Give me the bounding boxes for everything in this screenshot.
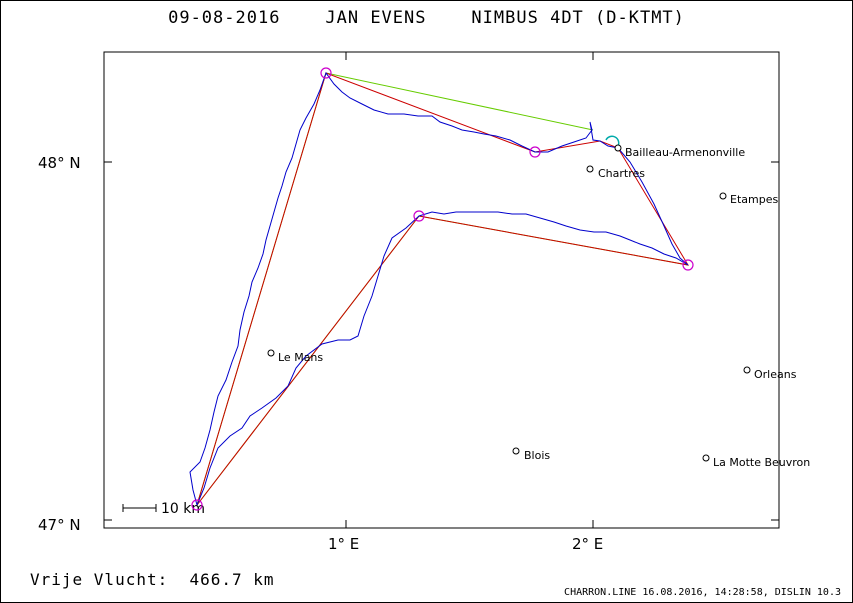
city-label-orleans: Orleans bbox=[754, 368, 797, 381]
x-tick-label-2e: 2° E bbox=[572, 535, 603, 553]
start-marker bbox=[605, 135, 620, 147]
city-markers bbox=[267, 144, 751, 462]
city-label-etampes: Etampes bbox=[730, 193, 778, 206]
y-tick-label-48: 48° N bbox=[38, 154, 81, 172]
x-tick-label-1e: 1° E bbox=[328, 535, 359, 553]
gps-track bbox=[189, 71, 689, 506]
scale-bar-label: 10 km bbox=[161, 501, 205, 517]
axis-ticks bbox=[104, 52, 779, 528]
optimized-route bbox=[196, 72, 689, 506]
task-route bbox=[196, 72, 689, 506]
credits-line: CHARRON.LINE 16.08.2016, 14:28:58, DISLI… bbox=[564, 587, 841, 598]
page-title: 09-08-2016 JAN EVENS NIMBUS 4DT (D-KTMT) bbox=[168, 8, 685, 28]
scale-bar bbox=[122, 504, 157, 512]
y-tick-label-47: 47° N bbox=[38, 516, 81, 534]
city-label-blois: Blois bbox=[524, 449, 550, 462]
city-label-chartres: Chartres bbox=[598, 167, 645, 180]
city-label-la-motte-beuvron: La Motte Beuvron bbox=[713, 456, 810, 469]
city-label-le-mans: Le Mans bbox=[278, 351, 323, 364]
city-label-bailleau: Bailleau-Armenonville bbox=[625, 146, 745, 159]
map-box bbox=[103, 51, 780, 529]
turnpoints bbox=[191, 67, 694, 511]
free-flight-distance: Vrije Vlucht: 466.7 km bbox=[30, 570, 275, 589]
